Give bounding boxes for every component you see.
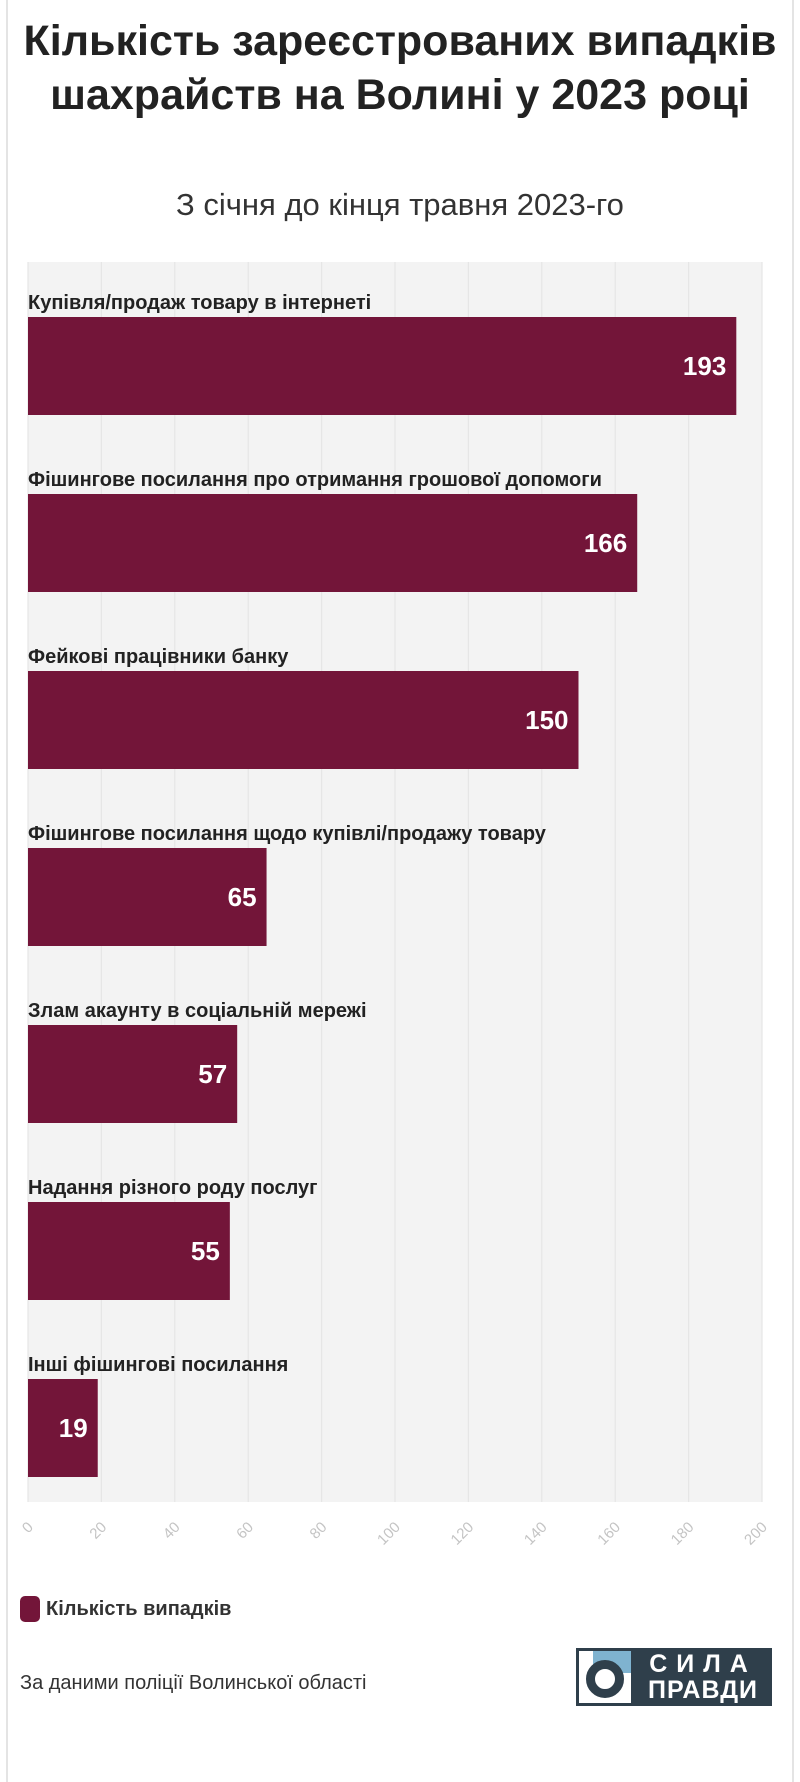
bar[interactable] <box>28 317 737 415</box>
category-label: Надання різного роду послуг <box>28 1177 317 1199</box>
category-label: Інші фішингові посилання <box>28 1354 288 1376</box>
x-tick-label: 180 <box>668 1519 698 1549</box>
bar-value-label: 193 <box>683 351 726 381</box>
bar[interactable] <box>28 848 267 946</box>
source-note: За даними поліції Волинської області <box>20 1672 367 1694</box>
legend-label: Кількість випадків <box>46 1597 232 1620</box>
logo-line2: ПРАВДИ <box>647 1676 758 1704</box>
x-tick-label: 80 <box>307 1519 331 1543</box>
x-tick-label: 60 <box>233 1519 257 1543</box>
legend-swatch <box>20 1596 40 1622</box>
bar[interactable] <box>28 494 638 592</box>
category-label: Фейкові працівники банку <box>28 646 289 668</box>
category-label: Фішингове посилання щодо купівлі/продажу… <box>28 823 547 845</box>
x-tick-label: 0 <box>19 1519 37 1537</box>
legend[interactable]: Кількість випадків <box>20 1596 231 1622</box>
bar-value-label: 57 <box>198 1059 227 1089</box>
chart-subtitle: З січня до кінця травня 2023-го <box>176 187 624 222</box>
logo-line1: СИЛА <box>649 1650 757 1678</box>
bar-value-label: 166 <box>584 528 627 558</box>
x-tick-label: 120 <box>448 1519 478 1549</box>
category-label: Купівля/продаж товару в інтернеті <box>28 292 371 314</box>
logo-mark-icon <box>576 1648 634 1706</box>
x-tick-label: 40 <box>160 1519 184 1543</box>
category-label: Злам акаунту в соціальній мережі <box>28 1000 367 1022</box>
logo-text: СИЛА ПРАВДИ <box>634 1648 772 1706</box>
x-tick-label: 140 <box>521 1519 551 1549</box>
bar[interactable] <box>28 1025 238 1123</box>
bar[interactable] <box>28 1379 98 1477</box>
bar[interactable] <box>28 671 579 769</box>
x-tick-label: 200 <box>741 1519 771 1549</box>
bar[interactable] <box>28 1202 230 1300</box>
bar-chart: Купівля/продаж товару в інтернеті 193 Фіши… <box>19 262 771 1549</box>
chart-title: Кількість зареєстрованих випадків шахрай… <box>23 17 777 119</box>
bars-group: Купівля/продаж товару в інтернеті 193 Фіши… <box>28 292 737 1477</box>
sila-pravdy-logo: СИЛА ПРАВДИ <box>576 1648 772 1706</box>
x-tick-label: 160 <box>594 1519 624 1549</box>
x-axis-ticks: 0 20 40 60 80 100 120 140 160 180 200 <box>19 1519 771 1549</box>
x-tick-label: 100 <box>374 1519 404 1549</box>
bar-value-label: 55 <box>191 1236 220 1266</box>
category-label: Фішингове посилання про отримання грошов… <box>28 469 602 491</box>
bar-value-label: 65 <box>228 882 257 912</box>
bar-value-label: 19 <box>59 1413 88 1443</box>
frame-right-line <box>792 0 794 1782</box>
x-tick-label: 20 <box>86 1519 110 1543</box>
frame-left-line <box>6 0 8 1782</box>
bar-value-label: 150 <box>525 705 568 735</box>
